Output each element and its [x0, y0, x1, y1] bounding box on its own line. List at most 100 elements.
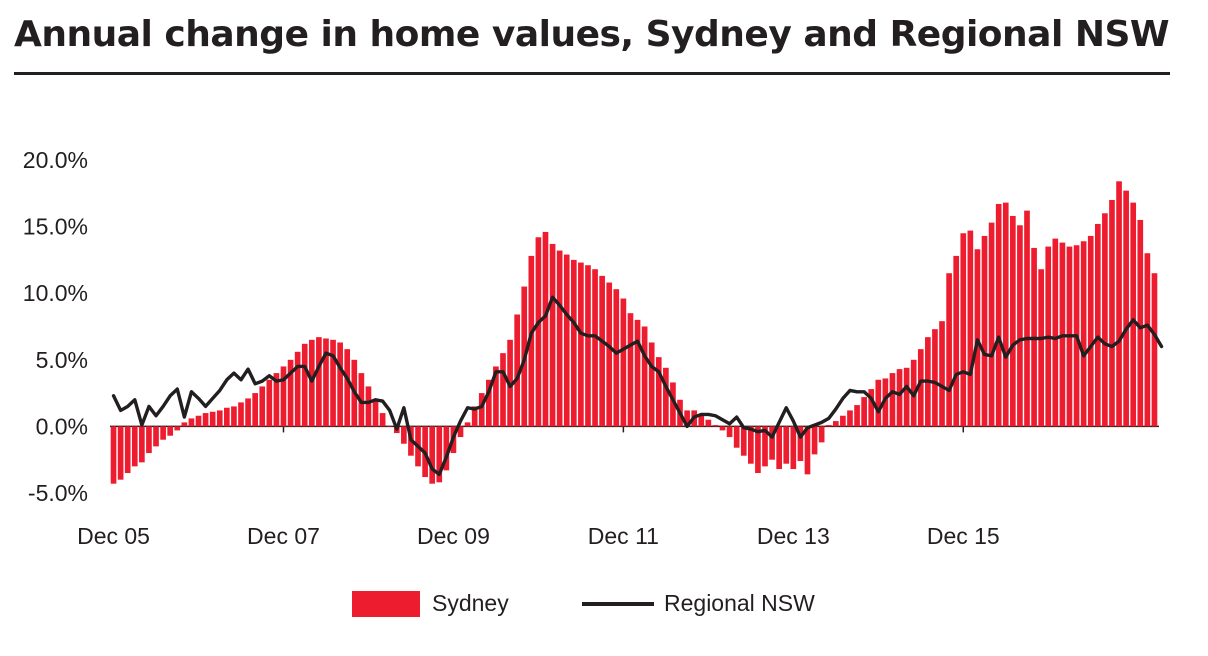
bar-sydney [542, 231, 549, 427]
y-tick-label: -5.0% [28, 480, 88, 506]
bar-sydney [832, 421, 839, 427]
bar-sydney [110, 426, 117, 484]
bar-sydney [641, 326, 648, 427]
bar-sydney [556, 250, 563, 427]
bar-sydney [379, 413, 386, 427]
bar-sydney [117, 426, 124, 480]
bar-sydney [1017, 225, 1023, 427]
bar-sydney [273, 373, 280, 427]
bar-sydney [500, 353, 506, 427]
bar-sydney [712, 425, 719, 427]
bar-sydney [790, 426, 797, 470]
bar-sydney [493, 366, 499, 427]
bar-sydney [684, 410, 690, 427]
bar-sydney [655, 357, 662, 427]
bar-sydney [131, 426, 138, 467]
bar-sydney [301, 343, 308, 427]
bar-sydney [967, 230, 974, 427]
x-tick-label: Dec 11 [588, 523, 659, 549]
bar-sydney [1080, 241, 1087, 427]
bar-sydney [160, 426, 166, 440]
bar-sydney [386, 426, 393, 427]
bar-sydney [783, 426, 790, 464]
y-tick-label: 5.0% [36, 347, 88, 373]
bar-sydney [1094, 223, 1101, 427]
chart-title: Annual change in home values, Sydney and… [14, 14, 1170, 55]
bar-sydney [889, 373, 896, 427]
bar-sydney [1109, 199, 1115, 427]
bar-sydney [578, 262, 584, 427]
bar-sydney [804, 426, 811, 475]
bar-sydney [811, 426, 818, 455]
bar-sydney [1123, 190, 1129, 427]
bar-sydney [748, 426, 754, 464]
bar-sydney [840, 415, 846, 427]
bar-sydney [457, 426, 464, 438]
tick-labels: Dec 05 Dec 07 Dec 09 Dec 11 Dec 13 Dec 15 20.0… [23, 147, 1000, 549]
bar-sydney [733, 426, 740, 448]
bar-sydney [606, 282, 613, 427]
bar-sydney [238, 402, 244, 427]
bar-sydney [188, 418, 195, 427]
bar-sydney [1130, 202, 1137, 427]
bar-sydney [471, 406, 478, 427]
x-tick-label: Dec 05 [77, 523, 150, 549]
bar-sydney [932, 329, 938, 427]
bar-sydney [960, 233, 967, 427]
bar-sydney [776, 426, 782, 470]
bar-sydney [401, 426, 407, 444]
bar-sydney [209, 411, 216, 427]
bar-sydney [917, 349, 924, 427]
bar-sydney [224, 407, 230, 427]
bar-sydney [1010, 215, 1016, 427]
bar-sydney [847, 410, 853, 427]
bar-sydney [124, 426, 131, 474]
bar-sydney [740, 426, 747, 456]
bar-sydney [181, 422, 188, 427]
x-tick-label: Dec 15 [927, 523, 1000, 549]
bar-sydney [563, 254, 570, 427]
bar-sydney [174, 426, 181, 431]
legend: Sydney Regional NSW [0, 590, 1208, 624]
bar-sydney [1002, 202, 1009, 427]
bar-sydney [1144, 253, 1151, 427]
bar-sydney [287, 359, 294, 427]
y-tick-label: 0.0% [36, 413, 88, 439]
bar-sydney [974, 249, 981, 427]
bar-sydney [882, 378, 889, 427]
bar-sydney [528, 255, 535, 427]
bar-sydney [330, 339, 336, 427]
bar-sydney [953, 255, 960, 427]
bar-sydney [514, 314, 520, 427]
bar-sydney [337, 342, 343, 427]
bar-sydney [231, 406, 237, 427]
legend-swatch-sydney [352, 590, 420, 617]
bar-sydney [627, 313, 634, 427]
bar-sydney [195, 415, 202, 427]
bar-sydney [726, 426, 733, 438]
bar-sydney [266, 379, 273, 427]
bar-sydney [294, 351, 301, 427]
bar-sydney [988, 222, 995, 427]
bar-sydney [755, 426, 761, 474]
bar-sydney [825, 425, 832, 427]
bar-sydney [1102, 213, 1108, 427]
bar-sydney [620, 298, 627, 427]
bar-sydney [245, 398, 251, 427]
bar-sydney [146, 426, 152, 454]
bar-sydney [896, 369, 903, 427]
bar-sydney [634, 319, 641, 427]
bar-sydney [478, 393, 485, 427]
legend-label-sydney: Sydney [432, 590, 509, 616]
bar-sydney [818, 426, 825, 443]
bar-sydney [323, 338, 329, 427]
bar-sydney [663, 367, 669, 427]
regional-nsw-line [111, 295, 1164, 477]
legend-item-regional-nsw: Regional NSW [582, 590, 815, 617]
bar-sydney [1137, 219, 1144, 427]
bar-sydney [1038, 269, 1044, 427]
bar-sydney [648, 342, 655, 427]
bar-sydney [854, 405, 860, 427]
bar-sydney [365, 386, 372, 427]
bar-sydney [903, 367, 910, 427]
